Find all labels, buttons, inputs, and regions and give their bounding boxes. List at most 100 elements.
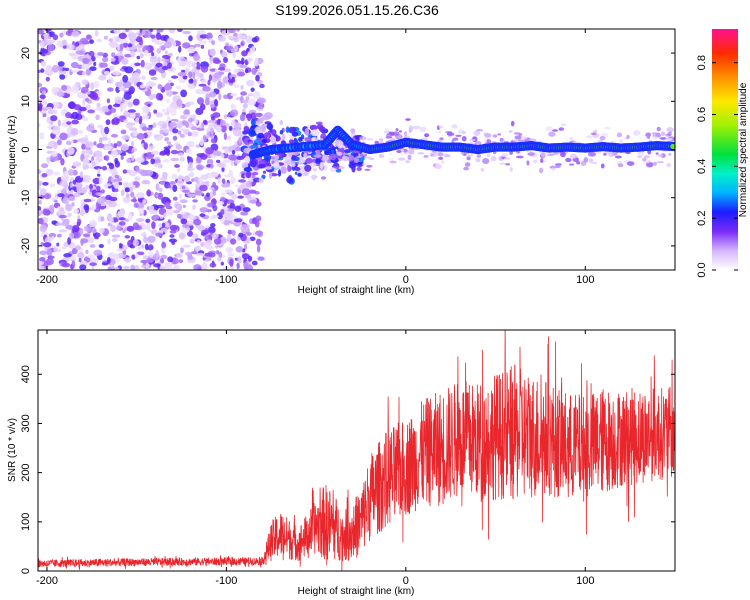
- spectrogram-noise-blob: [230, 160, 234, 166]
- spectrogram-noise-blob: [89, 262, 97, 267]
- spectrogram-noise-blob: [180, 247, 184, 254]
- spectrogram-noise-blob: [51, 236, 55, 241]
- spectrogram-noise-blob: [188, 35, 193, 42]
- spectrogram-x-tick-label: -100: [215, 274, 237, 286]
- spectrogram-noise-blob: [264, 132, 271, 137]
- spectrogram-noise-blob: [69, 232, 75, 240]
- spectrogram-noise-blob: [77, 129, 84, 134]
- spectrogram-noise-blob: [305, 157, 313, 164]
- spectrogram-noise-blob: [320, 176, 327, 180]
- spectrogram-noise-blob: [52, 64, 59, 73]
- spectrogram-noise-blob: [486, 154, 491, 157]
- spectrogram-noise-blob: [241, 35, 247, 39]
- spectrogram-noise-blob: [528, 138, 537, 142]
- spectrogram-noise-blob: [73, 192, 81, 198]
- spectrogram-noise-blob: [223, 94, 228, 100]
- snr-y-tick-label: 0: [20, 568, 32, 574]
- spectrogram-noise-blob: [319, 126, 326, 133]
- spectrogram-noise-blob: [109, 42, 119, 49]
- spectrogram-noise-blob: [244, 68, 249, 74]
- spectrogram-noise-blob: [182, 75, 188, 80]
- spectrogram-noise-blob: [161, 58, 170, 62]
- spectrogram-noise-blob: [51, 150, 58, 157]
- spectrogram-noise-blob: [152, 214, 160, 220]
- spectrogram-noise-blob: [123, 265, 130, 270]
- spectrogram-noise-blob: [132, 98, 140, 106]
- spectrogram-noise-blob: [141, 244, 145, 249]
- spectrogram-noise-blob: [227, 35, 236, 39]
- spectrogram-noise-blob: [172, 184, 178, 193]
- spectrogram-noise-blob: [504, 157, 511, 160]
- spectrogram-noise-blob: [109, 65, 115, 71]
- spectrogram-noise-blob: [356, 167, 362, 171]
- spectrogram-noise-blob: [42, 181, 49, 186]
- spectrogram-noise-blob: [196, 30, 206, 35]
- spectrogram-noise-blob: [57, 61, 65, 67]
- spectrogram-noise-blob: [81, 143, 86, 150]
- spectrogram-noise-blob: [62, 45, 67, 49]
- spectrogram-noise-blob: [221, 51, 228, 59]
- spectrogram-noise-blob: [138, 38, 144, 46]
- spectrogram-noise-blob: [118, 217, 126, 221]
- spectrogram-noise-blob: [191, 114, 197, 119]
- spectrogram-noise-blob: [199, 138, 204, 147]
- spectrogram-noise-blob: [166, 89, 173, 97]
- spectrogram-noise-blob: [224, 189, 234, 194]
- spectrogram-noise-blob: [469, 138, 476, 142]
- spectrogram-noise-blob: [455, 134, 462, 137]
- spectrogram-noise-blob: [246, 47, 250, 52]
- spectrogram-noise-blob: [207, 120, 217, 124]
- spectrogram-noise-blob: [172, 128, 179, 134]
- spectrogram-noise-blob: [126, 225, 135, 232]
- spectrogram-noise-blob: [192, 199, 198, 203]
- spectrogram-noise-blob: [210, 138, 217, 144]
- spectrogram-noise-blob: [168, 122, 177, 127]
- spectrogram-noise-blob: [124, 235, 131, 239]
- spectrogram-noise-blob: [173, 209, 180, 214]
- spectrogram-noise-blob: [94, 30, 99, 37]
- spectrogram-noise-blob: [250, 129, 256, 135]
- spectrogram-noise-blob: [45, 64, 53, 72]
- spectrogram-noise-blob: [200, 65, 209, 73]
- spectrogram-noise-blob: [243, 126, 250, 132]
- spectrogram-noise-blob: [233, 83, 240, 89]
- spectrogram-noise-blob: [74, 41, 80, 47]
- spectrogram-noise-blob: [251, 37, 258, 43]
- spectrogram-noise-blob: [217, 81, 223, 89]
- spectrogram-noise-blob: [229, 258, 234, 267]
- spectrogram-noise-blob: [366, 138, 374, 141]
- spectrogram-noise-blob: [58, 229, 67, 233]
- spectrogram-noise-blob: [168, 238, 178, 243]
- spectrogram-noise-blob: [40, 60, 47, 67]
- spectrogram-noise-blob: [210, 134, 214, 140]
- spectrogram-noise-blob: [205, 180, 210, 187]
- spectrogram-noise-blob: [643, 160, 651, 164]
- spectrogram-noise-blob: [220, 209, 225, 215]
- spectrogram-noise-blob: [271, 129, 277, 136]
- spectrogram-noise-blob: [384, 127, 389, 133]
- spectrogram-noise-blob: [51, 129, 61, 135]
- spectrogram-noise-blob: [443, 153, 450, 158]
- spectrogram-noise-blob: [124, 257, 131, 263]
- spectrogram-noise-blob: [116, 225, 122, 231]
- spectrogram-noise-blob: [227, 253, 235, 257]
- spectrogram-noise-blob: [237, 195, 244, 199]
- spectrogram-noise-blob: [61, 84, 68, 92]
- spectrogram-noise-blob: [161, 123, 168, 129]
- spectrogram-noise-blob: [114, 174, 120, 179]
- spectrogram-noise-blob: [475, 129, 484, 132]
- spectrogram-noise-blob: [190, 251, 198, 255]
- spectrogram-noise-blob: [155, 32, 162, 40]
- spectrogram-noise-blob: [207, 173, 213, 179]
- spectrogram-noise-blob: [256, 244, 261, 253]
- spectrogram-noise-blob: [435, 163, 442, 170]
- spectrogram-noise-blob: [247, 57, 253, 63]
- spectrogram-noise-blob: [82, 98, 86, 106]
- spectrogram-noise-blob: [240, 42, 244, 46]
- spectrogram-noise-blob: [108, 163, 115, 170]
- spectrogram-noise-blob: [75, 50, 85, 55]
- spectrogram-noise-blob: [148, 69, 157, 76]
- spectrogram-noise-blob: [116, 140, 122, 147]
- spectrogram-noise-blob: [180, 58, 188, 62]
